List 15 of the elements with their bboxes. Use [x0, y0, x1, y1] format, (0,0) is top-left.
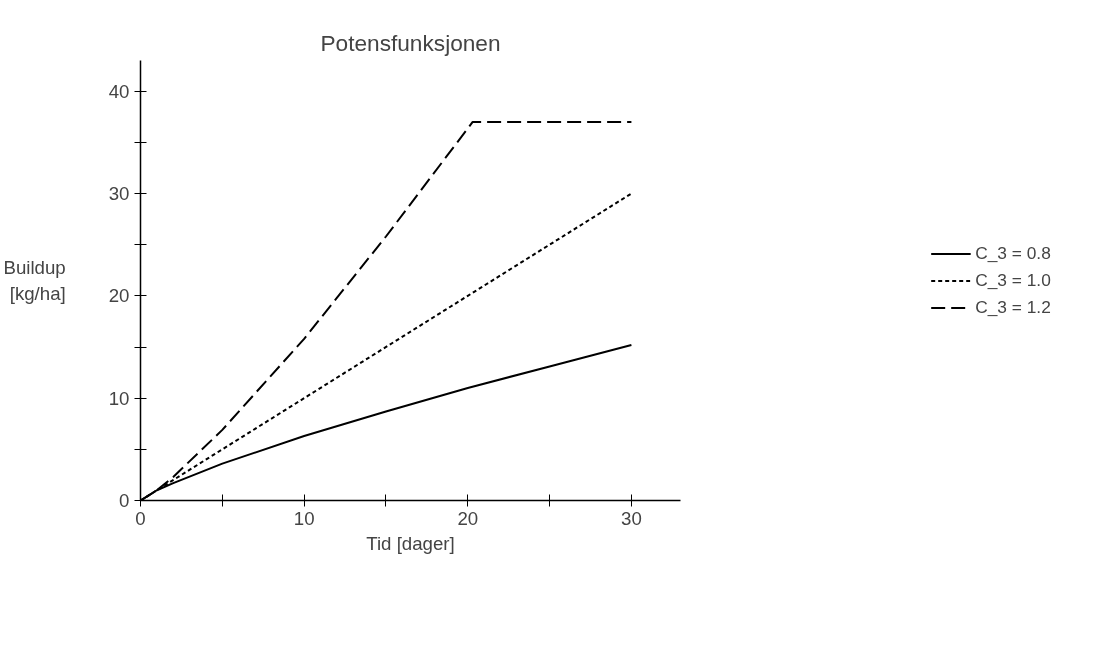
y-tick-label: 20	[108, 285, 130, 307]
y-tick-label: 30	[108, 183, 130, 205]
x-tick-label: 30	[621, 507, 642, 529]
x-tick-label: 20	[457, 507, 479, 529]
legend-label: C_3 = 1.0	[975, 269, 1051, 291]
y-tick-label: 40	[108, 80, 130, 102]
y-axis-title: Buildup [kg/ha]	[3, 257, 66, 304]
legend-label: C_3 = 1.2	[975, 296, 1051, 318]
x-tick-label: 0	[135, 507, 146, 529]
x-tick-label: 10	[293, 507, 315, 529]
y-tick-label: 0	[119, 490, 130, 511]
legend-label: C_3 = 0.8	[975, 242, 1051, 264]
x-axis-title: Tid [dager]	[366, 532, 455, 554]
chart-title: Potensfunksjonen	[320, 29, 501, 56]
y-tick-label: 10	[108, 387, 130, 409]
